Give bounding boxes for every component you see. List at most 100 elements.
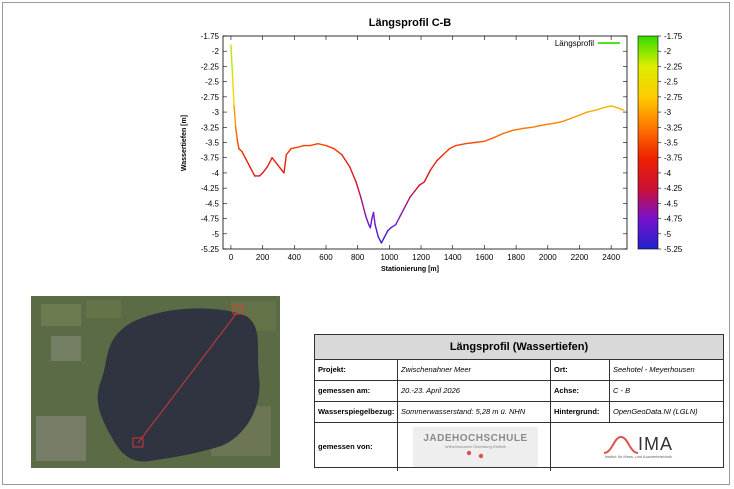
- profile-line-segment: [387, 226, 392, 232]
- x-tick-label: 1400: [444, 253, 462, 262]
- ima-logo-wave-icon: [603, 435, 638, 454]
- profile-line-segment: [414, 184, 421, 192]
- x-tick-label: 800: [351, 253, 365, 262]
- profile-line-segment: [464, 141, 476, 145]
- date-label: gemessen am:: [315, 381, 398, 401]
- profile-line-segment: [374, 223, 379, 238]
- reference-value: Sommerwasserstand: 5,28 m ü. NHN: [398, 402, 551, 422]
- x-tick-label: 2400: [602, 253, 620, 262]
- y-tick-label: -1.75: [201, 32, 220, 41]
- profile-line-segment: [349, 166, 357, 183]
- profile-line-segment: [602, 105, 612, 109]
- y-tick-label: -3.5: [205, 139, 219, 148]
- ima-logo-subtext: Institut für Mess- und Auswertetechnik: [604, 453, 673, 459]
- profile-line-segment: [594, 107, 604, 111]
- y-tick-label: -5.25: [201, 245, 220, 254]
- profile-line-segment: [244, 157, 251, 168]
- y-tick-label: -2.5: [205, 78, 219, 87]
- colorbar: [637, 35, 659, 250]
- profile-line-segment: [325, 144, 335, 150]
- profile-line-segment: [238, 147, 243, 153]
- profile-line-segment: [380, 236, 386, 244]
- profile-line-segment: [383, 230, 389, 238]
- profile-chart: Längsprofil C-B -1.75 -2 -2.25 -2.5 -2.75 -3 -…: [181, 17, 683, 273]
- profile-line-segment: [309, 143, 319, 147]
- profile-line-segment: [296, 144, 305, 149]
- profile-line-segment: [512, 127, 524, 132]
- profile-line-segment: [429, 160, 438, 171]
- x-tick-label: 0: [229, 253, 234, 262]
- profile-line-segment: [261, 166, 269, 174]
- profile-line-segment: [236, 138, 240, 150]
- y-tick-label: -2: [212, 47, 220, 56]
- profile-line-segment: [230, 44, 234, 77]
- x-tick-label: 400: [288, 253, 302, 262]
- profile-line-segment: [570, 114, 581, 119]
- lake-map-image: [31, 296, 280, 468]
- y-tick-label: -4.75: [201, 215, 220, 224]
- profile-line-segment: [610, 105, 619, 109]
- y-tick-label: -4.5: [205, 199, 219, 208]
- profile-line-segment: [562, 117, 573, 122]
- x-tick-label: 1000: [380, 253, 398, 262]
- background-value: OpenGeoData.NI (LGLN): [613, 407, 698, 416]
- colorbar-tick-label: -3.5: [664, 139, 678, 148]
- x-tick-label: 2000: [539, 253, 557, 262]
- profile-line-segment: [249, 166, 256, 177]
- profile-line-segment: [364, 214, 370, 226]
- colorbar-ticks: -1.75 -2 -2.25 -2.5 -2.75 -3 -3.25 -3.5 -3.75 -4 -…: [658, 32, 683, 254]
- jade-logo-text: JADEHOCHSCHULE: [423, 432, 528, 444]
- profile-line-segment: [540, 123, 549, 127]
- y-axis-label: Wassertiefen [m]: [181, 115, 188, 171]
- profile-line-segment: [390, 223, 397, 229]
- axis-label: Achse:: [551, 381, 610, 401]
- measured-by-label: gemessen von:: [315, 423, 398, 471]
- info-table: Längsprofil (Wassertiefen) Projekt: Zwis…: [314, 334, 724, 471]
- profile-line-segment: [372, 211, 376, 226]
- profile-line-segment: [271, 157, 278, 165]
- x-tick-label: 1600: [476, 253, 494, 262]
- colorbar-tick-label: -4.25: [664, 184, 683, 193]
- colorbar-tick-label: -3.25: [664, 123, 683, 132]
- profile-line-segment: [483, 136, 495, 142]
- profile-line-segment: [241, 150, 246, 159]
- profile-line-segment: [448, 144, 457, 150]
- ima-logo-text: IMA: [637, 434, 673, 454]
- x-tick-label: 600: [319, 253, 333, 262]
- profile-line-segment: [531, 124, 543, 128]
- series-layer: [230, 44, 625, 244]
- transect-start-marker: [132, 437, 144, 448]
- chart-title: Längsprofil C-B: [369, 17, 452, 29]
- ima-logo: IMA Institut für Mess- und Auswertetechn…: [551, 423, 723, 471]
- profile-line-segment: [586, 109, 597, 113]
- transect-line: [137, 309, 240, 444]
- y-tick-label: -2.75: [201, 93, 220, 102]
- profile-line-segment: [442, 147, 451, 156]
- x-tick-label: 200: [256, 253, 270, 262]
- profile-line-segment: [333, 147, 343, 156]
- colorbar-tick-label: -2: [664, 47, 672, 56]
- profile-line-segment: [285, 147, 292, 156]
- profile-line-segment: [276, 163, 283, 171]
- profile-line-segment: [258, 172, 264, 177]
- colorbar-tick-label: -3.75: [664, 154, 683, 163]
- colorbar-tick-label: -5: [664, 230, 672, 239]
- profile-line-segment: [266, 157, 273, 168]
- y-tick-label: -3: [212, 108, 220, 117]
- legend-entry: Längsprofil: [555, 39, 594, 48]
- profile-line-segment: [283, 153, 288, 174]
- plot-area: [222, 35, 628, 250]
- jade-logo-dots-icon: [467, 451, 484, 459]
- y-tick-label: -3.25: [201, 123, 220, 132]
- x-axis: 0 200 400 600 800 1000 1200 1400 1600 1800 2000 220…: [229, 36, 621, 262]
- info-row-project: Projekt: Zwischenahner Meer Ort: Seehote…: [315, 360, 723, 381]
- colorbar-tick-label: -2.25: [664, 62, 683, 71]
- aerial-map: [31, 296, 280, 468]
- profile-line-segment: [436, 153, 444, 162]
- profile-line-segment: [418, 181, 425, 186]
- profile-line-segment: [290, 146, 299, 150]
- page-frame: [2, 2, 730, 485]
- y-tick-label: -2.25: [201, 62, 220, 71]
- colorbar-tick-label: -4.5: [664, 199, 678, 208]
- project-label: Projekt:: [315, 360, 398, 380]
